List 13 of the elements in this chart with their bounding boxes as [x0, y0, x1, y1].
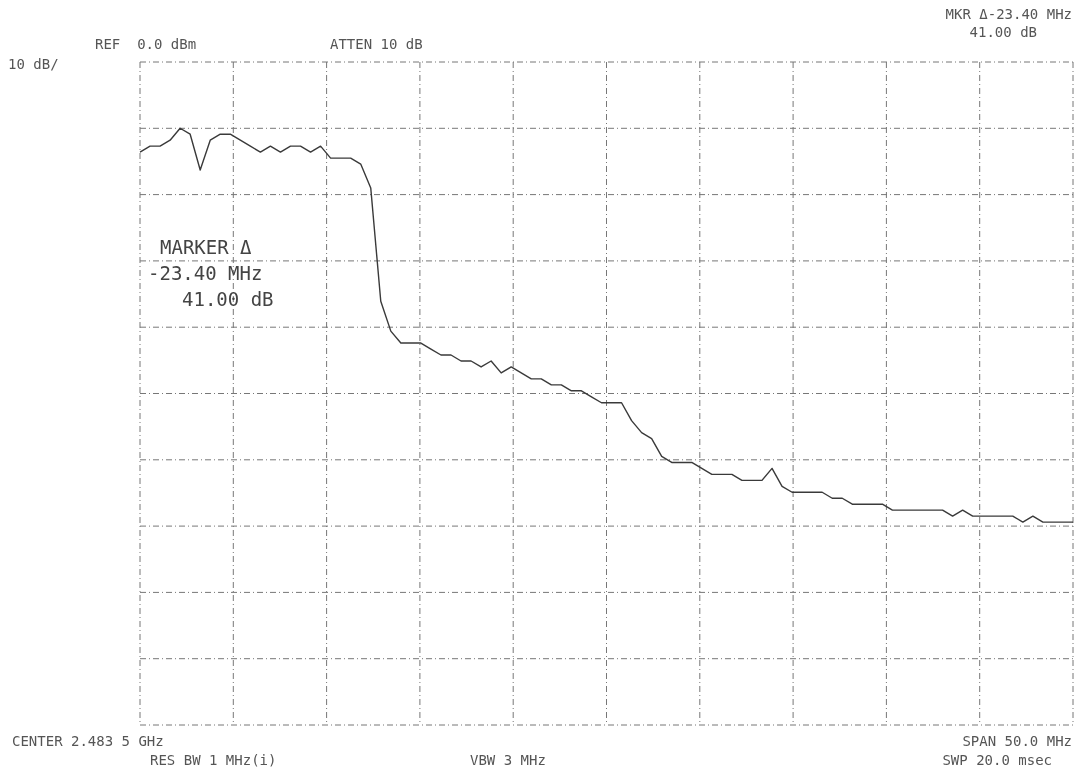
annotation: -23.40 MHz — [148, 262, 263, 284]
text: 41.00 dB — [969, 24, 1037, 40]
text: MKR Δ-23.40 MHz — [945, 6, 1072, 22]
text: CENTER 2.483 5 GHz — [12, 733, 164, 749]
text: SWP 20.0 msec — [942, 752, 1052, 768]
text: RES BW 1 MHz(i) — [150, 752, 277, 768]
text: 10 dB/ — [8, 56, 59, 72]
annotation: 41.00 dB — [182, 288, 274, 310]
text: REF 0.0 dBm — [95, 36, 197, 52]
annotation: MARKER Δ — [160, 236, 252, 258]
text: VBW 3 MHz — [470, 752, 546, 768]
text: SPAN 50.0 MHz — [962, 733, 1072, 749]
text: ATTEN 10 dB — [330, 36, 423, 52]
